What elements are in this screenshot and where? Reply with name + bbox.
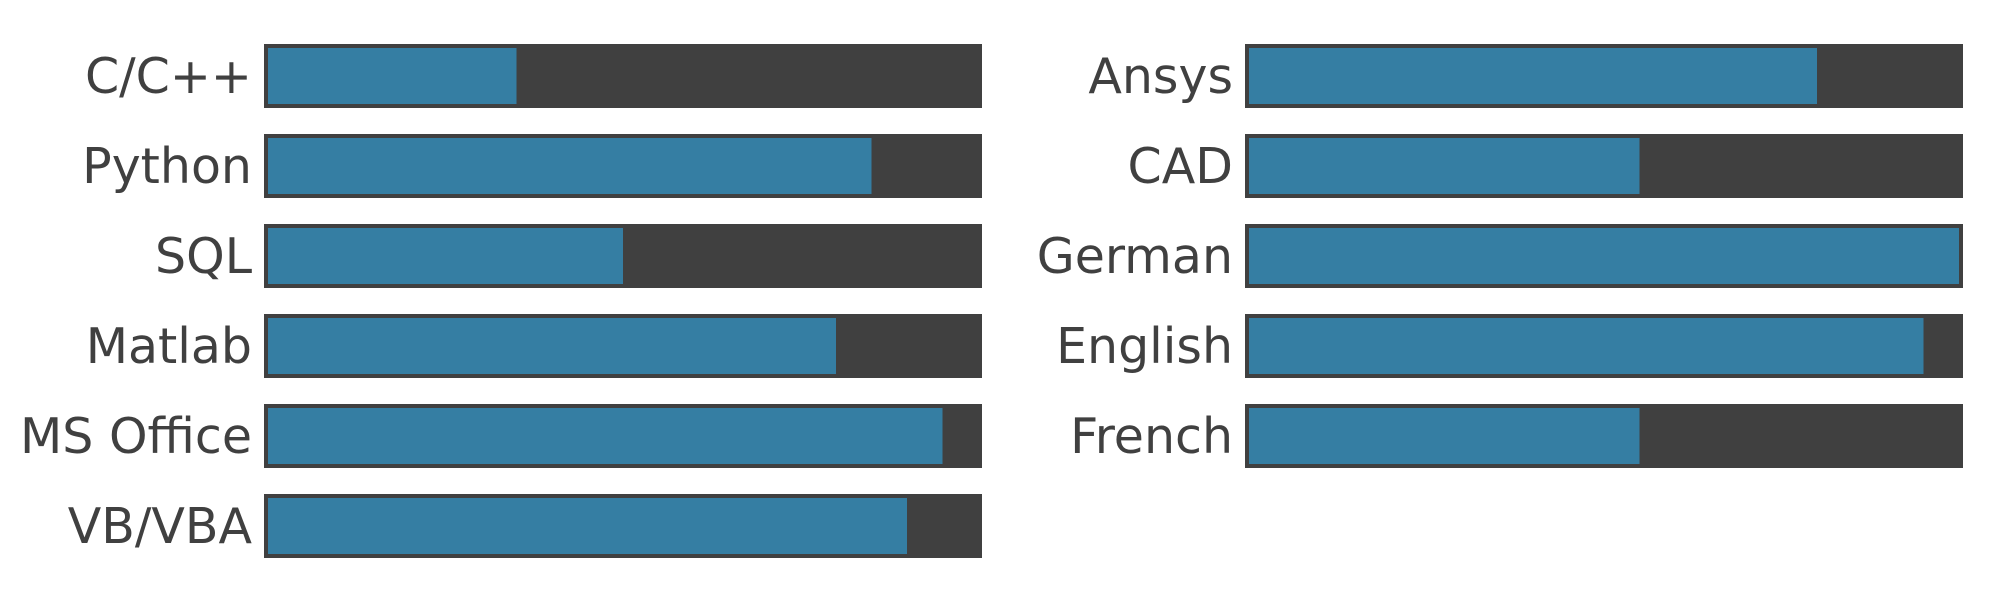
- bar-c-c: [268, 48, 517, 104]
- category-label-german: German: [1037, 228, 1233, 285]
- bar-ansys: [1249, 48, 1817, 104]
- bar-python: [268, 138, 872, 194]
- category-label-sql: SQL: [155, 228, 253, 285]
- bar-matlab: [268, 318, 836, 374]
- bar-cad: [1249, 138, 1640, 194]
- category-label-french: French: [1070, 408, 1233, 465]
- bar-french: [1249, 408, 1640, 464]
- left-chart-panel: C/C++ Python SQL Matlab MS Office VB/VBA: [20, 44, 982, 558]
- category-label-english: English: [1056, 318, 1233, 375]
- category-label-ms-office: MS Office: [20, 408, 252, 465]
- bar-german: [1249, 228, 1959, 284]
- right-chart-panel: Ansys CAD German English French: [1037, 44, 1963, 468]
- category-label-python: Python: [82, 138, 252, 195]
- bar-ms-office: [268, 408, 943, 464]
- category-label-matlab: Matlab: [86, 318, 252, 375]
- bar-sql: [268, 228, 623, 284]
- category-label-c-c: C/C++: [85, 48, 252, 105]
- category-label-cad: CAD: [1128, 138, 1233, 195]
- bar-vb-vba: [268, 498, 907, 554]
- category-label-vb-vba: VB/VBA: [68, 498, 253, 555]
- category-label-ansys: Ansys: [1088, 48, 1233, 105]
- bar-english: [1249, 318, 1924, 374]
